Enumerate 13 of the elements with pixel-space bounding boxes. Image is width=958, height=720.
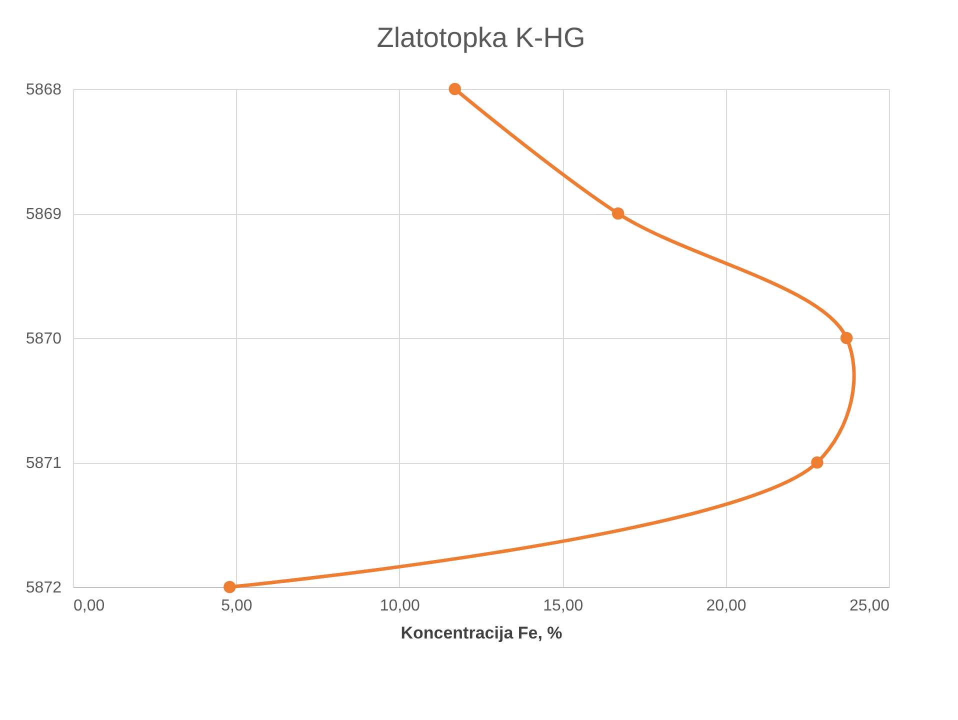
y-tick-label: 5871: [26, 455, 62, 472]
x-tick-label: 10,00: [380, 598, 420, 614]
x-axis-title: Koncentracija Fe, %: [400, 624, 562, 642]
y-tick-label: 5870: [26, 330, 62, 348]
x-tick-label: 0,00: [74, 598, 105, 614]
x-tick-label: 20,00: [706, 598, 746, 614]
x-tick-label: 5,00: [221, 598, 252, 614]
x-tick-label: 25,00: [849, 598, 890, 614]
y-tick-label: 5872: [26, 580, 62, 596]
chart-title: Zlatotopka K-HG: [376, 22, 586, 53]
x-tick-label: 15,00: [543, 598, 584, 614]
y-tick-label: 5868: [26, 82, 62, 98]
y-tick-label: 5869: [26, 206, 62, 223]
